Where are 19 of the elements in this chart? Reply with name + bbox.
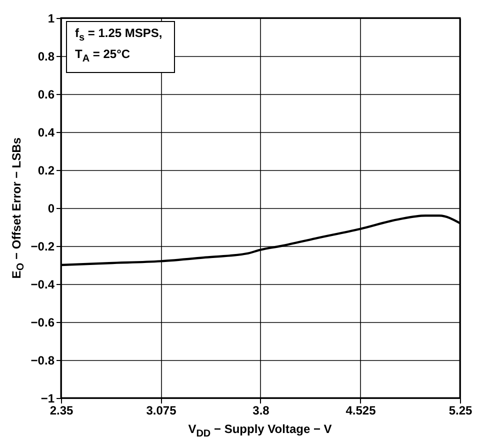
x-tick-label: 5.25 bbox=[448, 404, 472, 418]
x-axis-title: V$_{DD}$ − Supply Voltage − V bbox=[188, 422, 332, 440]
annotation: f$_{s}$ = 1.25 MSPS, bbox=[75, 26, 162, 44]
y-tick-label: −0.2 bbox=[30, 240, 55, 254]
y-tick-label: 0.6 bbox=[38, 88, 55, 102]
x-tick-label: 4.525 bbox=[346, 404, 376, 418]
x-tick-label: 3.075 bbox=[146, 404, 177, 418]
annotation: T$_{A}$ = 25°C bbox=[75, 47, 130, 65]
x-tick-label: 2.35 bbox=[50, 404, 74, 418]
y-tick-label: −0.6 bbox=[30, 316, 55, 330]
y-tick-label: 1 bbox=[48, 12, 55, 26]
y-tick-label: −0.4 bbox=[30, 278, 55, 292]
y-tick-label: 0.4 bbox=[38, 126, 55, 140]
y-tick-label: −0.8 bbox=[30, 354, 55, 368]
x-tick-label: 3.8 bbox=[252, 404, 270, 418]
y-tick-label: −1 bbox=[40, 392, 55, 406]
y-tick-label: 0.8 bbox=[38, 50, 55, 64]
y-tick-label: 0 bbox=[48, 202, 55, 216]
y-tick-label: 0.2 bbox=[38, 164, 55, 178]
